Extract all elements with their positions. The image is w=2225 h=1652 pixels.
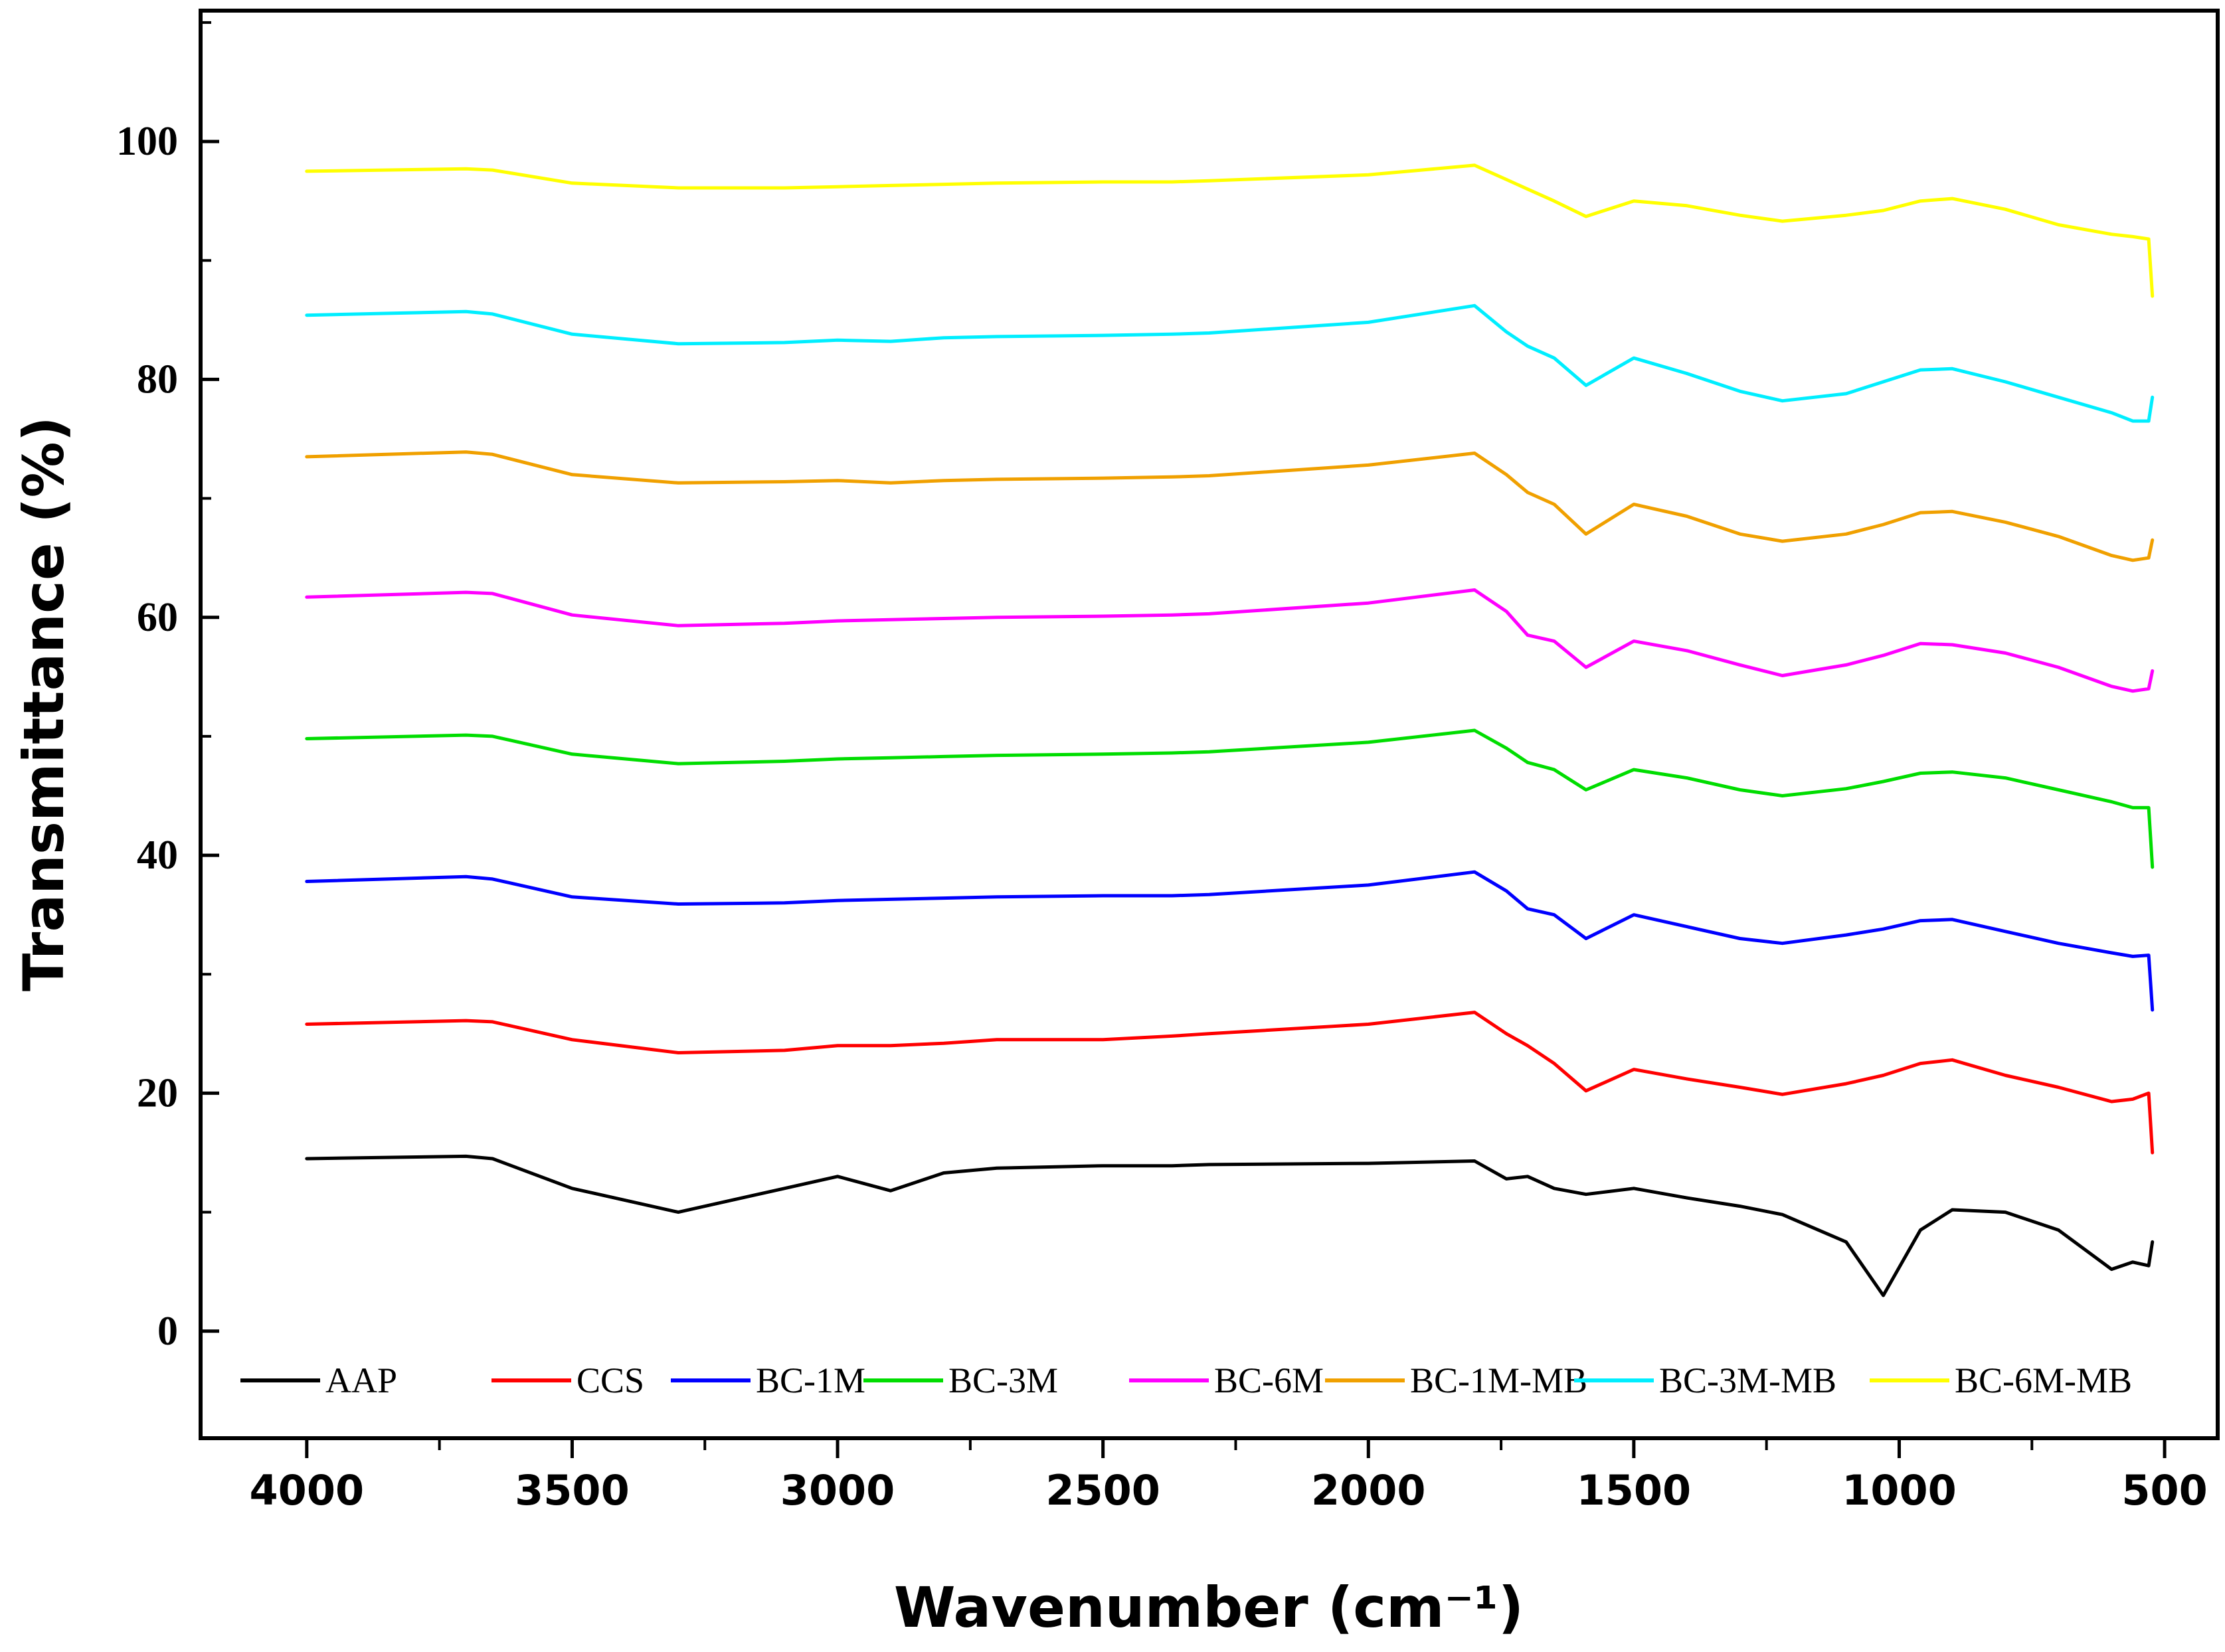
legend-label-bc-1m: BC-1M — [756, 1361, 865, 1400]
series-line-bc-6m — [305, 588, 2155, 693]
x-tick-labels: 4000 3500 3000 2500 2000 1500 1000 500 — [250, 1466, 2208, 1515]
axis-ticks — [201, 21, 2167, 1458]
x-tick-label: 4000 — [250, 1466, 365, 1515]
legend-label-aap: AAP — [325, 1361, 397, 1400]
legend-label-bc-6m-mb: BC-6M-MB — [1955, 1361, 2132, 1400]
series-line-bc-3m-mb — [305, 303, 2155, 423]
legend-label-ccs: CCS — [577, 1361, 644, 1400]
x-axis-title: Wavenumber (cm⁻¹) — [894, 1575, 1524, 1640]
y-tick-labels: 0 20 40 60 80 100 — [116, 119, 178, 1354]
series-line-bc-1m — [305, 870, 2155, 1012]
x-tick-label: 2500 — [1045, 1466, 1160, 1515]
series-line-aap — [305, 1154, 2155, 1297]
legend-label-bc-6m: BC-6M — [1214, 1361, 1324, 1400]
x-tick-label: 3000 — [780, 1466, 895, 1515]
series-line-bc-3m — [305, 728, 2155, 869]
x-tick-label: 500 — [2121, 1466, 2207, 1515]
y-tick-label: 80 — [137, 357, 178, 402]
series-line-ccs — [305, 1011, 2155, 1155]
legend-label-bc-3m: BC-3M — [948, 1361, 1058, 1400]
legend-label-bc-3m-mb: BC-3M-MB — [1659, 1361, 1836, 1400]
y-tick-label: 100 — [116, 119, 178, 164]
x-tick-label: 1500 — [1577, 1466, 1692, 1515]
x-tick-label: 2000 — [1311, 1466, 1426, 1515]
x-tick-label: 3500 — [515, 1466, 630, 1515]
series-line-bc-1m-mb — [305, 450, 2155, 562]
plot-frame — [199, 9, 2220, 1440]
y-tick-label: 40 — [137, 833, 178, 878]
x-tick-label: 1000 — [1842, 1466, 1957, 1515]
y-axis-title: Transmittance (%) — [11, 416, 76, 991]
series-layer — [305, 163, 2155, 1297]
y-tick-label: 60 — [137, 595, 178, 640]
series-line-bc-6m-mb — [305, 163, 2155, 298]
y-tick-label: 20 — [137, 1070, 178, 1115]
y-tick-label: 0 — [157, 1309, 178, 1354]
legend-label-bc-1m-mb: BC-1M-MB — [1410, 1361, 1587, 1400]
legend: AAP CCS BC-1M BC-3M BC-6M BC-1M-MB BC-3M-MB BC-… — [240, 1361, 2132, 1400]
